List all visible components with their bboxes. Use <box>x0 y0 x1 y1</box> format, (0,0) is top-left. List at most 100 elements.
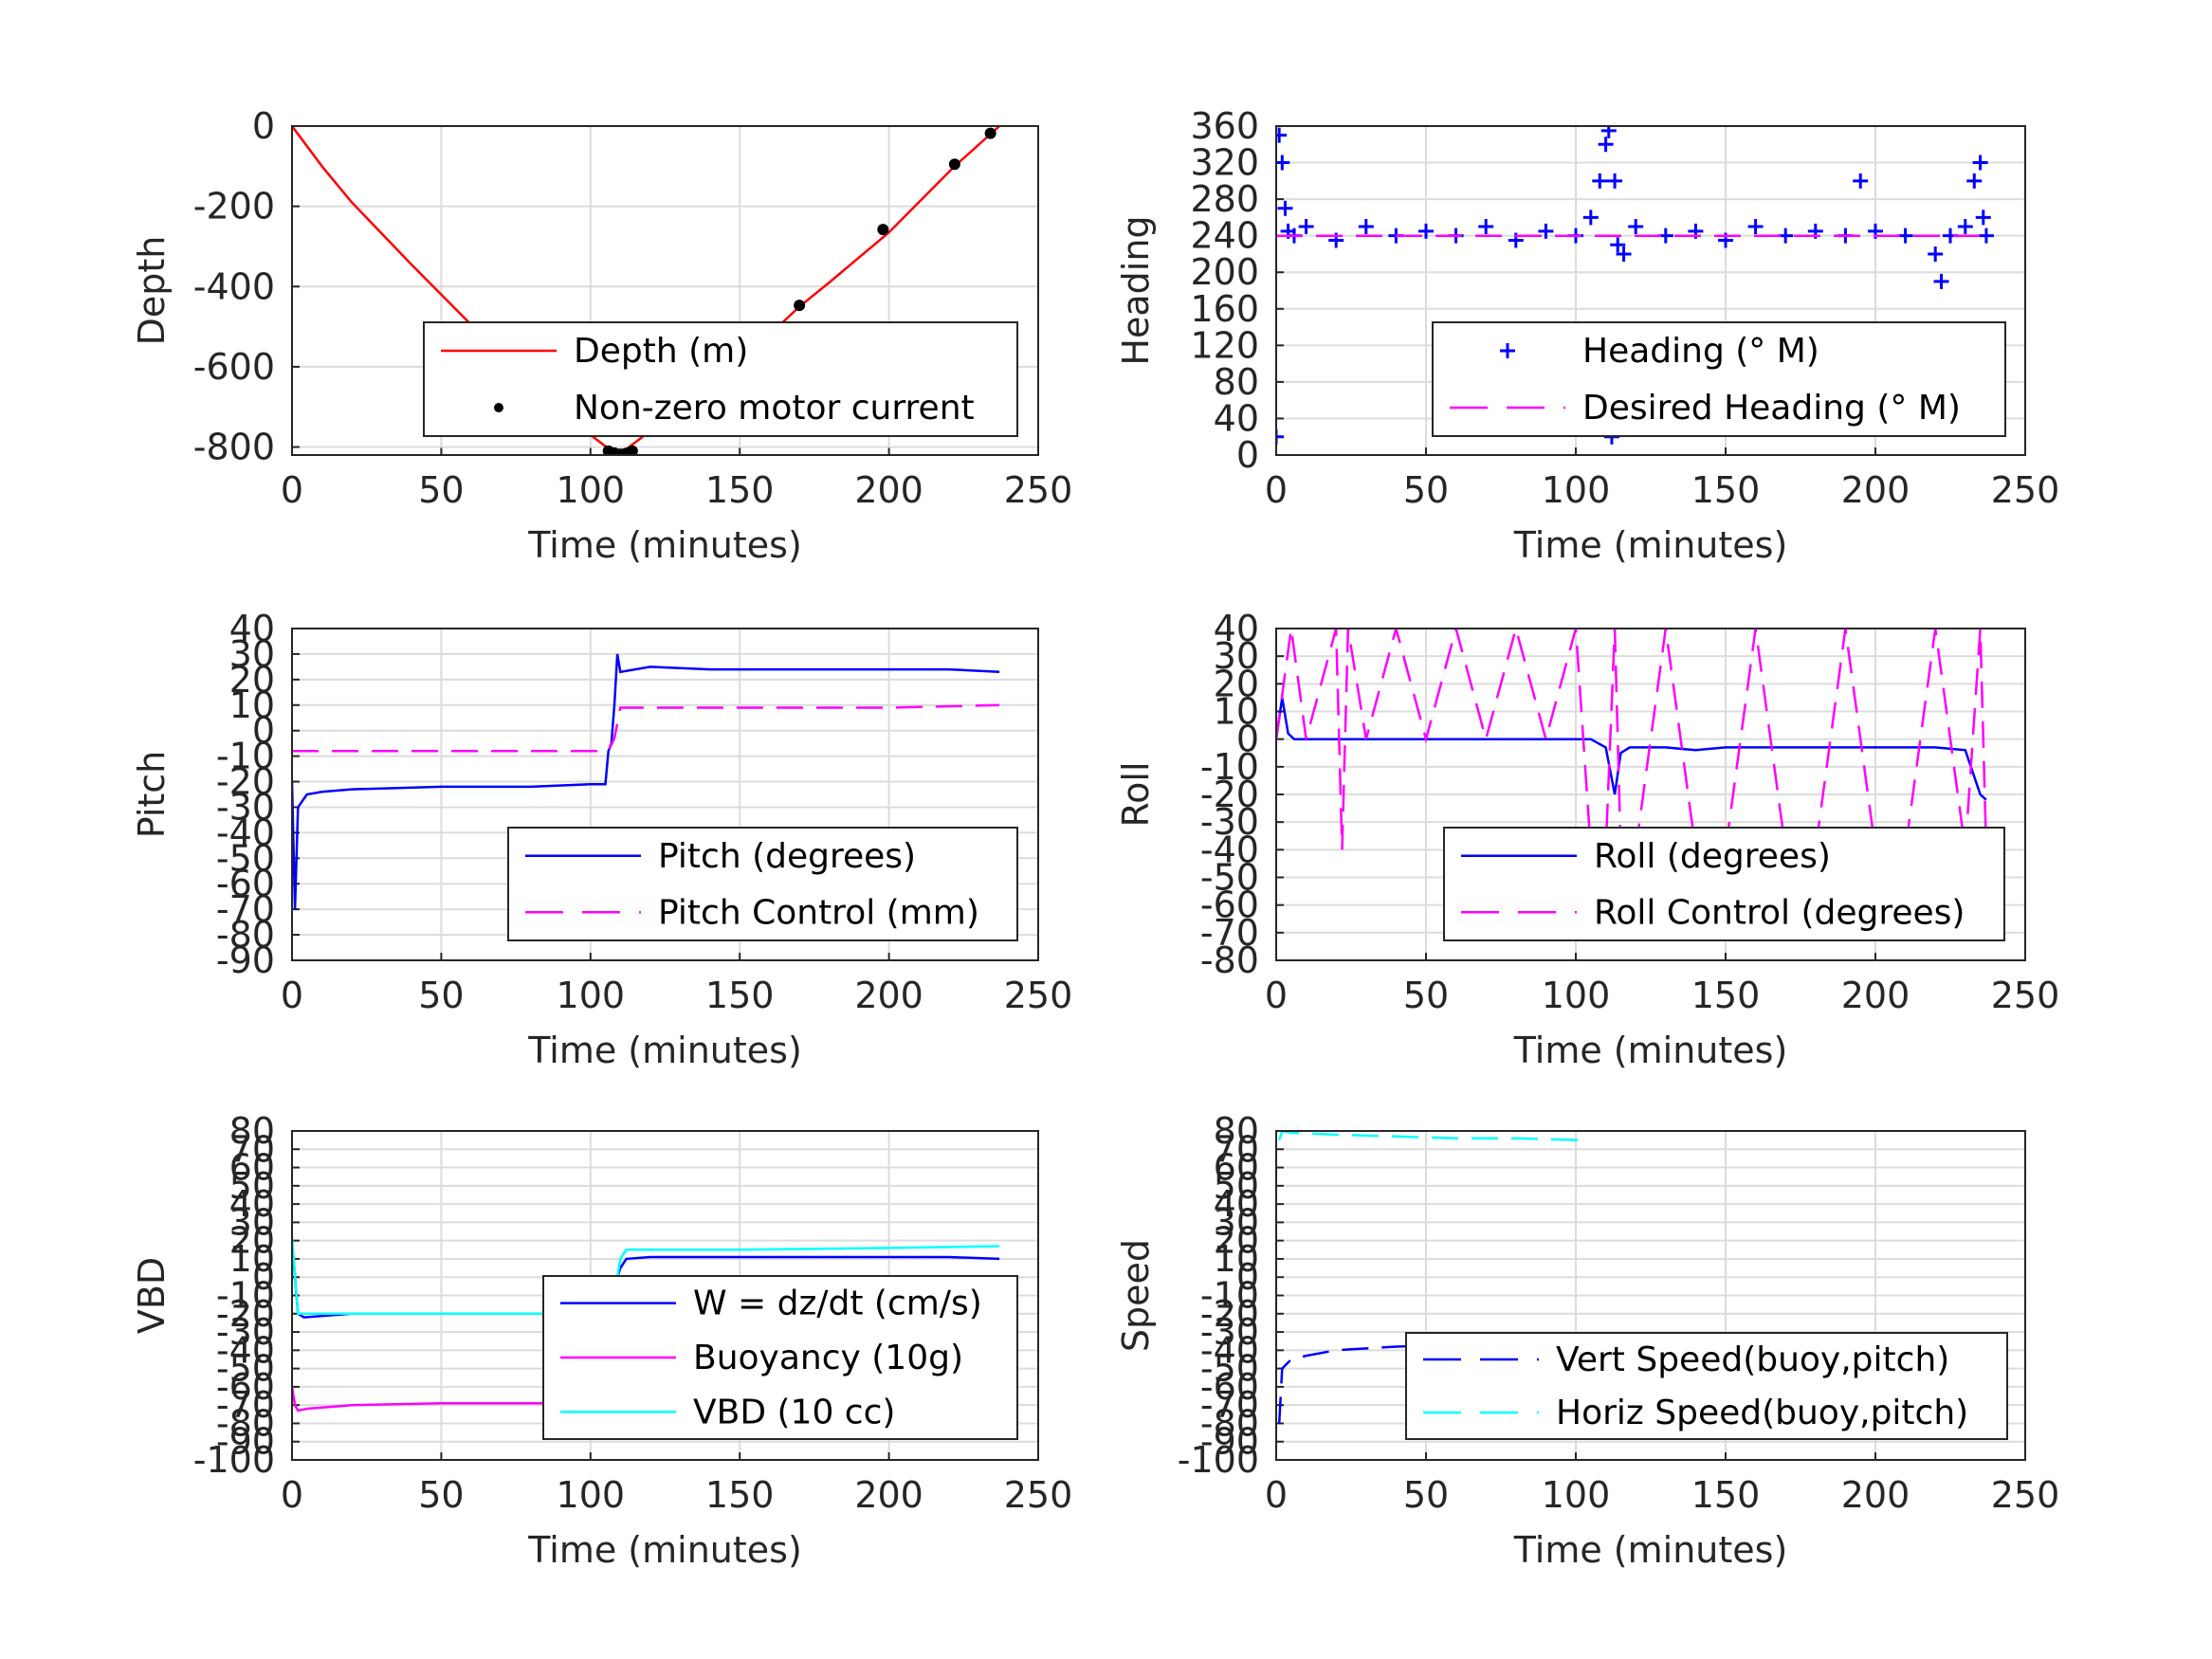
data-layer <box>1276 629 1988 851</box>
legend: W = dz/dt (cm/s) Buoyancy (10g) VBD (10 cc… <box>542 1275 1018 1440</box>
x-tick-label: 150 <box>1691 1474 1761 1516</box>
series-heading-0-point <box>1966 173 1983 189</box>
y-tick-label: 80 <box>1214 1110 1259 1152</box>
series-heading-0-point <box>1607 173 1623 189</box>
axes-frame <box>291 1130 1039 1461</box>
series-pitch-1-line <box>292 703 1000 753</box>
y-tick-label: 120 <box>1190 324 1259 366</box>
series-heading-0-point <box>1610 237 1626 253</box>
axes-frame <box>291 628 1039 961</box>
y-tick-label: -90 <box>1200 1421 1259 1463</box>
y-axis-label: Heading <box>1115 215 1157 365</box>
axes-frame <box>1275 125 2026 456</box>
y-tick-label: -100 <box>193 1439 275 1481</box>
y-tick-label: 10 <box>1214 1238 1259 1280</box>
y-tick-label: 0 <box>1236 1256 1259 1298</box>
legend-entry-2-label: VBD (10 cc) <box>693 1393 895 1431</box>
y-tick-label: 30 <box>229 633 275 675</box>
y-tick-label: 0 <box>252 105 275 147</box>
y-tick-label: 40 <box>1214 397 1259 439</box>
x-tick-label: 0 <box>281 469 303 511</box>
x-tick-label: 200 <box>1841 1474 1910 1516</box>
x-tick-label: 50 <box>1403 975 1449 1016</box>
x-tick-label: 200 <box>1841 469 1910 511</box>
x-axis-label: Time (minutes) <box>1513 524 1788 566</box>
x-tick-label: 250 <box>1991 975 2060 1016</box>
y-tick-label: -10 <box>1200 1275 1259 1317</box>
x-axis-label: Time (minutes) <box>1513 1030 1788 1071</box>
y-tick-label: 40 <box>1214 1183 1259 1225</box>
series-heading-0-point <box>1972 155 1988 171</box>
y-tick-label: -90 <box>216 1421 275 1463</box>
y-tick-label: -30 <box>1200 1311 1259 1353</box>
y-tick-label: 10 <box>229 684 275 726</box>
x-tick-label: 50 <box>1403 1474 1449 1516</box>
y-tick-label: -50 <box>1200 1348 1259 1390</box>
y-axis-label: Pitch <box>131 751 173 839</box>
x-tick-label: 200 <box>854 1474 923 1516</box>
legend-box <box>1405 1332 2008 1440</box>
series-heading-0-point <box>1538 223 1554 239</box>
y-tick-label: -10 <box>216 736 275 777</box>
y-tick-label: -40 <box>216 1329 275 1371</box>
y-tick-label: -90 <box>216 939 275 981</box>
y-tick-label: 30 <box>229 1201 275 1243</box>
y-tick-label: -40 <box>1200 829 1259 870</box>
series-heading-0-point <box>1897 228 1913 244</box>
series-depth-1-point <box>877 224 889 236</box>
series-vbd-1-line <box>292 1386 606 1413</box>
x-tick-label: 50 <box>418 1474 464 1516</box>
legend-box <box>423 321 1018 437</box>
y-tick-label: -60 <box>1200 884 1259 926</box>
x-tick-label: 150 <box>705 469 775 511</box>
data-layer <box>1276 126 1994 445</box>
y-tick-label: 0 <box>252 710 275 752</box>
series-roll-1-line <box>1276 629 1988 851</box>
y-tick-label: -400 <box>193 265 275 307</box>
series-heading-0-point <box>1978 228 1994 244</box>
legend: Pitch (degrees) Pitch Control (mm) <box>507 827 1018 941</box>
series-depth-0-line <box>292 126 1000 455</box>
series-heading-0-point <box>1298 219 1314 235</box>
x-tick-label: 0 <box>281 975 303 1016</box>
y-tick-label: 40 <box>229 608 275 649</box>
y-tick-label: -70 <box>216 888 275 930</box>
chart-speed: 0 50 100 150 200 25080706050403020100-10-20-3… <box>1115 1110 2059 1571</box>
y-tick-label: 40 <box>229 1183 275 1225</box>
axes-frame <box>291 125 1039 456</box>
axes-frame <box>1275 628 2026 961</box>
y-tick-label: -80 <box>216 914 275 956</box>
series-heading-0-point <box>1616 246 1632 262</box>
series-heading-0-point <box>1598 137 1614 153</box>
y-tick-label: -600 <box>193 346 275 388</box>
y-tick-label: -30 <box>216 786 275 828</box>
legend-entry-1-swatch <box>494 403 503 412</box>
data-layer <box>292 653 1000 910</box>
series-roll-0-line <box>1276 697 1987 801</box>
legend-box <box>1432 321 2006 437</box>
y-tick-label: -20 <box>216 761 275 803</box>
series-heading-0-point <box>1928 246 1944 262</box>
y-tick-label: 10 <box>229 1238 275 1280</box>
legend-entry-1-label: Desired Heading (° M) <box>1582 389 1961 428</box>
y-tick-label: -40 <box>216 811 275 853</box>
y-tick-label: 50 <box>1214 1165 1259 1207</box>
x-axis-label: Time (minutes) <box>527 1030 802 1071</box>
y-tick-label: 30 <box>1214 635 1259 677</box>
y-tick-label: 20 <box>229 1220 275 1262</box>
series-heading-0-point <box>1957 219 1973 235</box>
chart-depth: 0 50 100 150 200 250 0 -200 -400 -600 -800 Time (mi… <box>131 105 1072 566</box>
y-tick-label: 80 <box>1214 361 1259 403</box>
series-heading-0-point <box>1582 210 1599 226</box>
y-axis-label: Roll <box>1115 761 1157 827</box>
series-heading-0-point <box>1592 173 1608 189</box>
y-tick-label: 320 <box>1190 142 1259 184</box>
legend-entry-0-label: W = dz/dt (cm/s) <box>693 1285 982 1323</box>
y-tick-label: 50 <box>229 1165 275 1207</box>
x-tick-label: 50 <box>1403 469 1449 511</box>
y-axis-label: Speed <box>1115 1239 1157 1352</box>
legend-entry-0-label: Pitch (degrees) <box>658 837 916 876</box>
legend-entry-0-label: Heading (° M) <box>1582 332 1819 371</box>
legend: Heading (° M) Desired Heading (° M) <box>1432 321 2006 437</box>
legend-box <box>507 827 1018 941</box>
